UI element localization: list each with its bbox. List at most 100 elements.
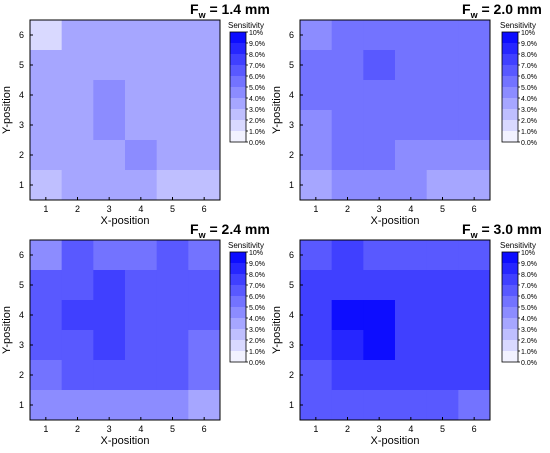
- heatmap-cell: [156, 110, 189, 141]
- y-axis-label: Y-position: [271, 86, 283, 134]
- heatmap-cell: [156, 330, 189, 361]
- legend-swatch: [230, 318, 246, 329]
- heatmap-cell: [156, 170, 189, 201]
- heatmap-cell: [156, 360, 189, 391]
- heatmap-cell: [426, 360, 459, 391]
- legend-tick-label: 10%: [249, 30, 263, 37]
- y-tick-label: 6: [19, 30, 24, 40]
- plot-frame: [29, 239, 221, 421]
- legend-swatch: [502, 340, 518, 351]
- heatmap-cell: [300, 80, 333, 111]
- legend-swatch: [502, 65, 518, 76]
- legend-tick-label: 5.0%: [249, 305, 265, 312]
- legend-swatch: [230, 109, 246, 120]
- legend-swatch: [502, 307, 518, 318]
- legend-swatch: [230, 32, 246, 43]
- heatmap-cell: [61, 50, 94, 81]
- heatmap-cell: [300, 270, 333, 301]
- heatmap-cell: [30, 50, 63, 81]
- heatmap-cell: [125, 20, 158, 51]
- heatmap-cell: [300, 140, 333, 171]
- heatmap-cell: [426, 330, 459, 361]
- heatmap-cell: [395, 170, 428, 201]
- x-tick-label: 4: [408, 424, 413, 434]
- heatmap-panel-3: 1 2 3 4 5 6 1 2 3 4 5 6 X-position Y-position Fw = 2.4…: [1, 221, 270, 447]
- heatmap-cell: [188, 140, 221, 171]
- legend-swatch: [502, 318, 518, 329]
- heatmap-cell: [395, 240, 428, 271]
- heatmap-cell: [300, 170, 333, 201]
- heatmap-cell: [300, 20, 333, 51]
- heatmap-cell: [125, 360, 158, 391]
- heatmap-cell: [458, 20, 491, 51]
- heatmap-cell: [61, 110, 94, 141]
- heatmap-cell: [331, 140, 364, 171]
- heatmap-cell: [331, 360, 364, 391]
- heatmap-cell: [188, 330, 221, 361]
- y-tick-label: 5: [19, 280, 24, 290]
- legend-tick-label: 1.0%: [249, 349, 265, 356]
- y-tick-label: 3: [19, 340, 24, 350]
- panel-title: Fw = 1.4 mm: [190, 1, 270, 20]
- heatmap-cell: [426, 140, 459, 171]
- heatmap-cell: [156, 240, 189, 271]
- heatmap-cell: [61, 360, 94, 391]
- panel-title: Fw = 2.4 mm: [190, 221, 270, 240]
- heatmap-cell: [458, 330, 491, 361]
- legend-tick-label: 6.0%: [249, 294, 265, 301]
- x-tick-label: 3: [377, 424, 382, 434]
- x-tick-label: 6: [472, 424, 477, 434]
- y-tick-label: 6: [289, 250, 294, 260]
- heatmap-cell: [458, 300, 491, 331]
- legend-swatch: [230, 54, 246, 65]
- legend-swatch: [230, 296, 246, 307]
- x-tick-label: 4: [138, 204, 143, 214]
- heatmap-cell: [30, 170, 63, 201]
- heatmap-cell: [458, 170, 491, 201]
- legend-swatch: [230, 65, 246, 76]
- plot-frame: [29, 19, 221, 201]
- heatmap-cell: [395, 270, 428, 301]
- legend-tick-label: 1.0%: [249, 129, 265, 136]
- heatmap-cell: [125, 240, 158, 271]
- x-tick-label: 1: [313, 424, 318, 434]
- legend-swatch: [502, 296, 518, 307]
- y-tick-label: 3: [19, 120, 24, 130]
- heatmap-cell: [93, 390, 126, 421]
- legend-swatch: [230, 43, 246, 54]
- y-tick-label: 1: [19, 180, 24, 190]
- heatmap-cell: [156, 50, 189, 81]
- heatmap-cell: [363, 360, 396, 391]
- legend-tick-label: 7.0%: [249, 63, 265, 70]
- heatmap-cell: [426, 80, 459, 111]
- x-tick-label: 3: [377, 204, 382, 214]
- heatmap-cell: [156, 140, 189, 171]
- legend-swatch: [502, 76, 518, 87]
- x-axis-label: X-position: [371, 215, 420, 227]
- y-tick-label: 4: [289, 310, 294, 320]
- heatmap-cell: [363, 110, 396, 141]
- legend-tick-label: 7.0%: [521, 283, 537, 290]
- legend-tick-label: 2.0%: [521, 118, 537, 125]
- legend-tick-label: 4.0%: [521, 96, 537, 103]
- legend-swatch: [502, 109, 518, 120]
- legend-tick-label: 9.0%: [521, 41, 537, 48]
- heatmap-cell: [188, 50, 221, 81]
- legend-tick-label: 0.0%: [249, 140, 265, 147]
- legend-swatch: [230, 274, 246, 285]
- heatmap-cell: [61, 240, 94, 271]
- legend-swatch: [230, 307, 246, 318]
- plot-frame: [299, 19, 491, 201]
- heatmap-cell: [458, 270, 491, 301]
- heatmap-cell: [363, 240, 396, 271]
- legend-tick-label: 0.0%: [521, 140, 537, 147]
- legend-tick-label: 0.0%: [249, 360, 265, 367]
- x-tick-label: 5: [170, 424, 175, 434]
- heatmap-cell: [395, 360, 428, 391]
- legend-swatch: [230, 340, 246, 351]
- heatmap-cell: [331, 240, 364, 271]
- heatmap-panel-1: 1 2 3 4 5 6 1 2 3 4 5 6 X-position Y-position Fw = 1.4…: [1, 1, 270, 227]
- legend-swatch: [502, 87, 518, 98]
- legend-title: Sensitivity: [500, 21, 536, 30]
- legend-tick-label: 9.0%: [521, 261, 537, 268]
